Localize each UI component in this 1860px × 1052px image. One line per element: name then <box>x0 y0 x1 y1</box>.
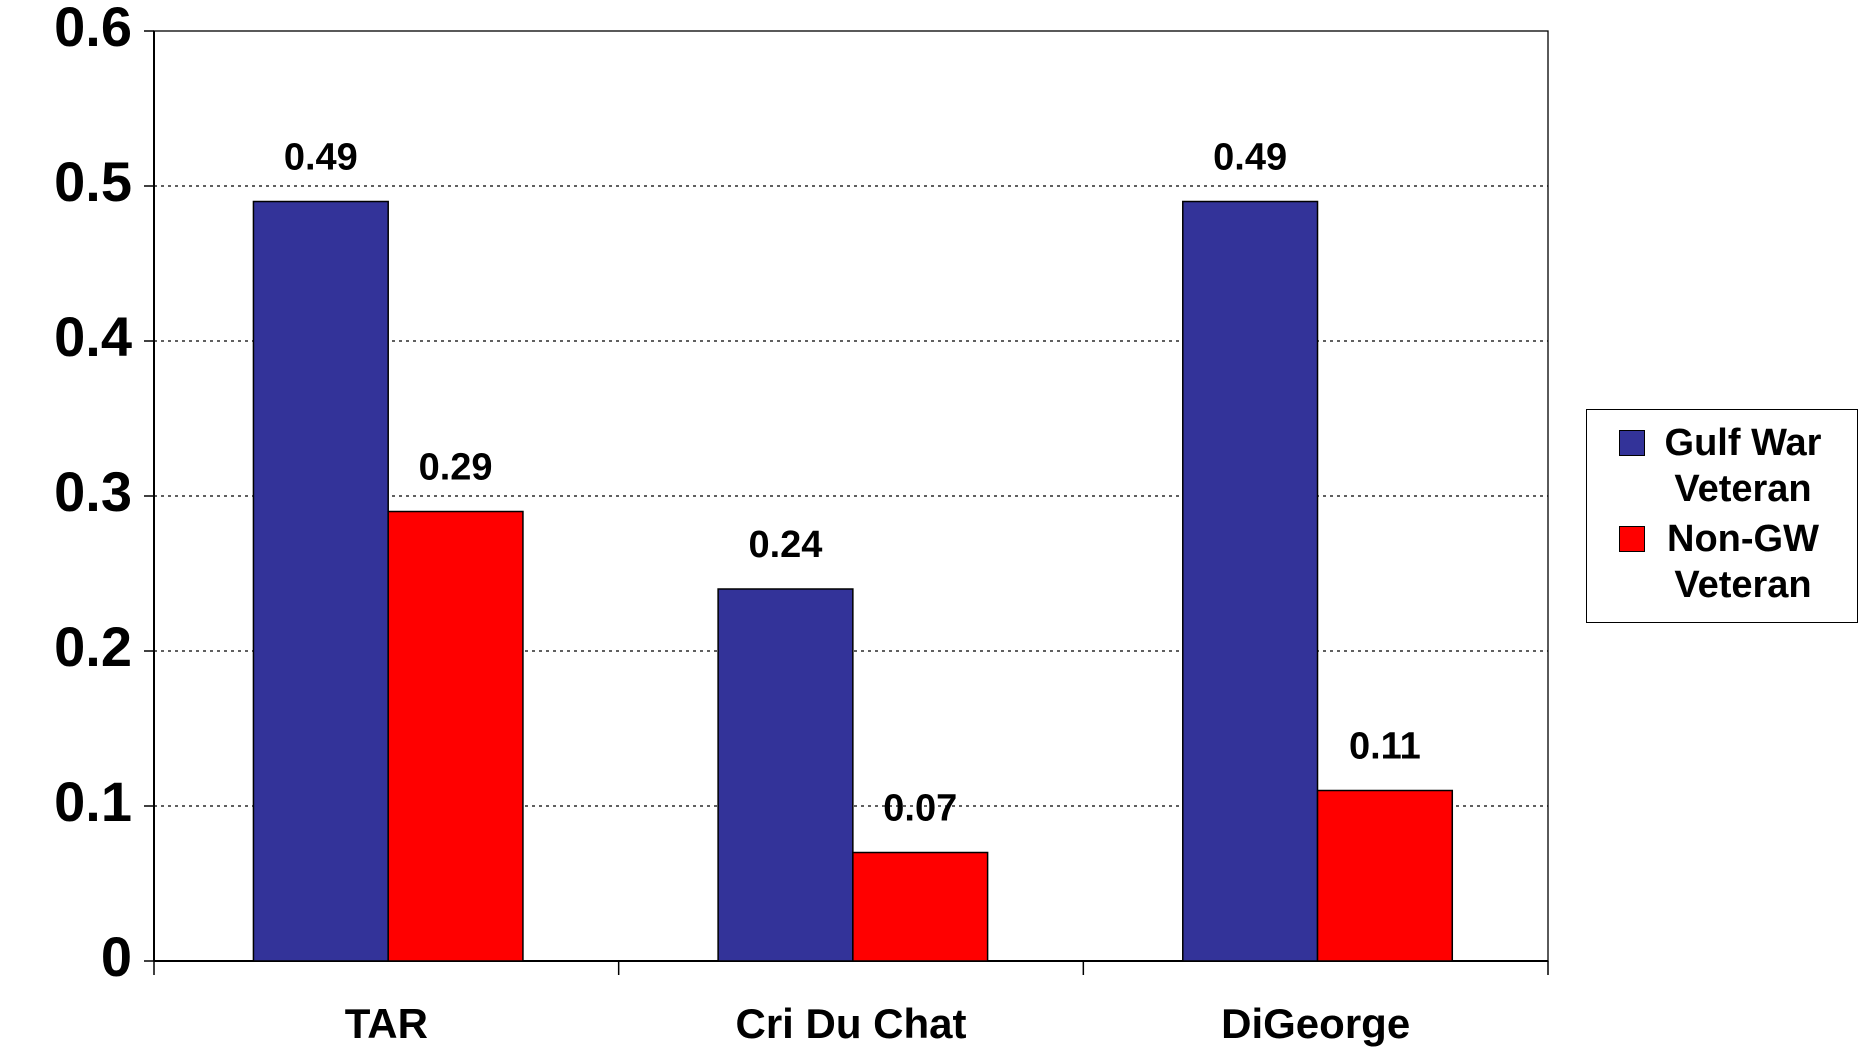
legend-label: Non-GW Veteran <box>1667 518 1819 606</box>
bar <box>717 588 854 962</box>
bar <box>1316 789 1454 962</box>
y-tick-label: 0.4 <box>54 305 132 368</box>
y-tick-label: 0 <box>101 925 132 988</box>
bar <box>252 200 389 962</box>
value-label: 0.11 <box>1349 726 1421 768</box>
y-tick-label: 0.2 <box>54 615 132 678</box>
legend-item: Gulf War Veteran <box>1619 420 1849 512</box>
y-tick-label: 0.5 <box>54 150 132 213</box>
legend-swatch <box>1619 430 1645 456</box>
x-tick-label: Cri Du Chat <box>736 1000 967 1047</box>
bar <box>1182 200 1319 962</box>
legend-swatch <box>1619 526 1645 552</box>
value-label: 0.49 <box>284 137 358 179</box>
legend-label: Gulf War Veteran <box>1664 422 1822 510</box>
x-tick-label: TAR <box>345 1000 428 1047</box>
bar <box>852 851 989 962</box>
value-label: 0.29 <box>419 447 493 489</box>
bar <box>387 510 524 962</box>
y-tick-label: 0.1 <box>54 770 132 833</box>
value-label: 0.49 <box>1213 137 1287 179</box>
value-label: 0.07 <box>883 788 957 830</box>
legend-item: Non-GW Veteran <box>1619 516 1849 608</box>
legend: Gulf War Veteran Non-GW Veteran <box>1586 409 1858 623</box>
x-tick-label: DiGeorge <box>1221 1000 1410 1047</box>
value-label: 0.24 <box>748 524 822 566</box>
y-tick-label: 0.3 <box>54 460 132 523</box>
y-tick-label: 0.6 <box>54 0 132 58</box>
